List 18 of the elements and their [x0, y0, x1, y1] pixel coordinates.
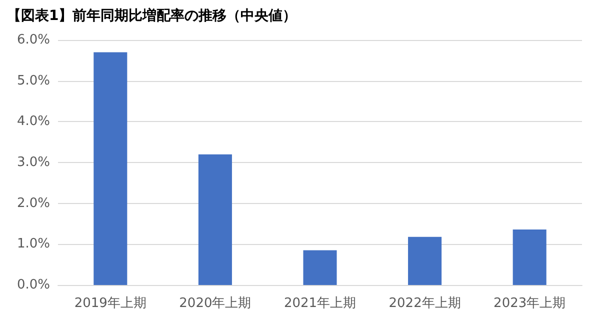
bar	[408, 236, 442, 285]
y-tick-label: 4.0%	[16, 114, 50, 130]
y-tick-label: 0.0%	[16, 278, 50, 292]
bar	[512, 229, 546, 285]
y-tick-label: 5.0%	[16, 73, 50, 88]
y-tick-label: 3.0%	[16, 155, 50, 170]
bar	[303, 250, 337, 285]
y-tick-label: 1.0%	[16, 236, 50, 252]
x-tick-label: 2023年上期	[494, 296, 566, 311]
bar	[94, 52, 128, 285]
chart-title: 【図表1】前年同期比増配率の推移（中央値）	[7, 7, 297, 24]
x-tick-label: 2022年上期	[388, 296, 461, 311]
x-tick-label: 2021年上期	[284, 296, 356, 311]
y-tick-label: 6.0%	[16, 32, 50, 48]
x-tick-label: 2020年上期	[179, 296, 252, 311]
bar	[198, 154, 232, 285]
y-tick-label: 2.0%	[16, 196, 50, 211]
x-tick-label: 2019年上期	[74, 296, 146, 311]
